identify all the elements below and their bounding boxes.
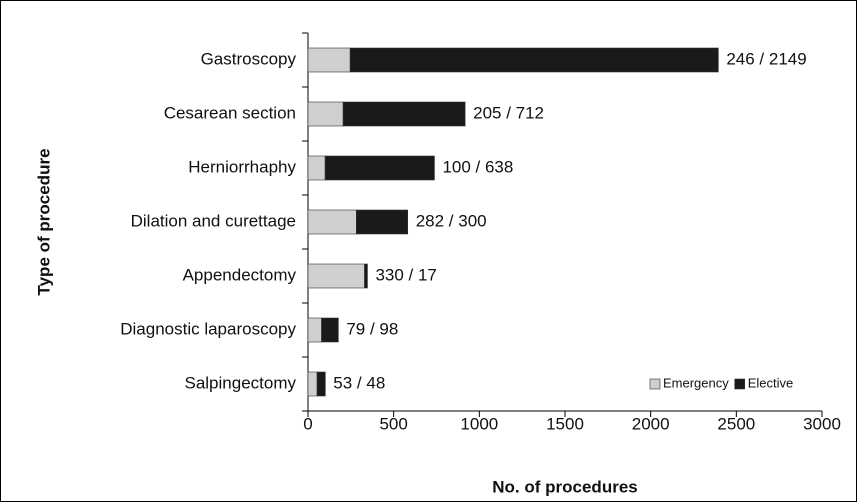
bar-segment — [307, 263, 365, 289]
legend-label: Emergency — [663, 375, 729, 390]
bar-segment — [342, 101, 466, 127]
data-label: 79 / 98 — [346, 319, 398, 338]
y-tick-label: Herniorrhaphy — [188, 157, 296, 176]
y-tick-label: Dilation and curettage — [131, 211, 296, 230]
x-tick-label: 2000 — [632, 414, 670, 433]
data-label: 246 / 2149 — [726, 49, 806, 68]
legend-swatch — [734, 378, 746, 390]
bar-segment — [307, 155, 326, 181]
data-label: 100 / 638 — [442, 157, 513, 176]
bar-segment — [364, 263, 368, 289]
bar-segment — [307, 371, 318, 397]
y-tick-label: Diagnostic laparoscopy — [120, 319, 296, 338]
x-axis-title: No. of procedures — [492, 477, 637, 496]
y-tick-label: Appendectomy — [183, 265, 297, 284]
y-tick-label: Salpingectomy — [184, 373, 296, 392]
bar-segment — [307, 317, 322, 343]
data-label: 282 / 300 — [416, 211, 487, 230]
data-label: 330 / 17 — [375, 265, 436, 284]
data-label: 53 / 48 — [333, 373, 385, 392]
x-tick-label: 1000 — [460, 414, 498, 433]
bar-segment — [349, 47, 719, 73]
y-tick-label: Gastroscopy — [201, 49, 297, 68]
x-tick-label: 500 — [379, 414, 407, 433]
y-axis-title: Type of procedure — [34, 148, 53, 295]
bar-segment — [356, 209, 409, 235]
bar-segment — [324, 155, 435, 181]
legend-swatch — [649, 378, 661, 390]
bar-segment — [307, 47, 351, 73]
y-tick-label: Cesarean section — [164, 103, 296, 122]
bar-segment — [316, 371, 326, 397]
bar-segment — [307, 101, 344, 127]
x-tick-label: 2500 — [717, 414, 755, 433]
bar-segment — [307, 209, 357, 235]
bar-segment — [321, 317, 339, 343]
x-tick-label: 3000 — [803, 414, 841, 433]
data-label: 205 / 712 — [473, 103, 544, 122]
x-tick-label: 1500 — [546, 414, 584, 433]
x-tick-label: 0 — [303, 414, 312, 433]
legend-label: Elective — [748, 375, 794, 390]
